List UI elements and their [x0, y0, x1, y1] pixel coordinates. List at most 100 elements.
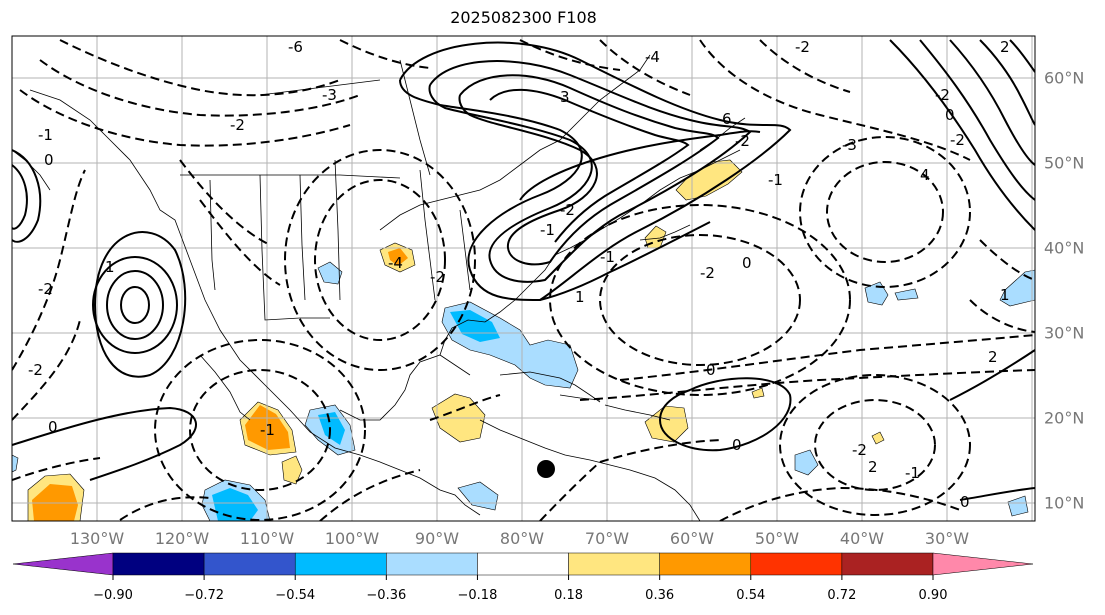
contour-label: 0	[48, 418, 58, 436]
yellow-fill	[751, 387, 765, 399]
contour-label: 2	[1000, 38, 1010, 56]
contour-label: 0	[945, 106, 955, 124]
lat-label: 10°N	[1044, 493, 1085, 513]
map-title: 2025082300 F108	[450, 8, 597, 27]
contour-label: 0	[44, 151, 54, 169]
contour-label: 2	[868, 458, 878, 476]
contour-label: -2	[38, 280, 53, 298]
lon-label: 130°W	[69, 529, 125, 548]
yellow-fill	[871, 431, 885, 445]
contour-label: 0	[742, 254, 752, 272]
colorbar-tick-label: 0.90	[918, 588, 948, 603]
contour-label: -3	[322, 86, 337, 104]
cyan-fill	[894, 288, 919, 301]
lon-label: 90°W	[414, 529, 460, 548]
contour-label: -4	[645, 48, 660, 66]
cyan-fill	[12, 454, 19, 473]
colorbar-tick-label: 0.72	[827, 588, 857, 603]
lon-label: 100°W	[324, 529, 380, 548]
anomaly-fills	[12, 159, 1035, 521]
contour-label: -2	[852, 441, 867, 459]
contour-label: -2	[935, 86, 950, 104]
contour-label: 0	[706, 361, 716, 379]
contour-labels: -6 -3 -2 -1 0 1 -2 3 -4 -2 2 -2 0 -1 -3 …	[28, 38, 1010, 511]
lon-label: 30°W	[924, 529, 970, 548]
contour-label: 3	[560, 88, 570, 106]
colorbar-tick-label: −0.72	[184, 588, 225, 603]
contour-label: 2	[988, 348, 998, 366]
orange-fill	[388, 248, 408, 266]
contour-label: -1	[38, 126, 53, 144]
contour-label: -2	[795, 38, 810, 56]
colorbar-segment	[841, 552, 934, 576]
lat-label: 50°N	[1044, 153, 1085, 173]
colorbar-tick-label: 0.36	[645, 588, 675, 603]
colorbar	[12, 552, 1034, 580]
lon-label: 40°W	[839, 529, 885, 548]
colorbar-segment	[477, 552, 569, 576]
lat-label: 20°N	[1044, 408, 1085, 428]
contour-label: -2	[700, 264, 715, 282]
contour-label: -1	[540, 221, 555, 239]
colorbar-segment	[932, 552, 1034, 576]
lon-label: 120°W	[154, 529, 210, 548]
gridlines	[12, 36, 1035, 521]
contour-label: -6	[288, 38, 303, 56]
lat-label: 60°N	[1044, 68, 1085, 88]
contour-label: 0	[960, 493, 970, 511]
contour-label: -1	[768, 171, 783, 189]
contours-dashed	[12, 39, 1035, 521]
colorbar-tick-label: −0.36	[366, 588, 407, 603]
yellow-fill	[281, 455, 303, 485]
cyan-fill	[1007, 495, 1029, 517]
contour-label: 1	[575, 288, 585, 306]
colorbar-segment	[568, 552, 660, 576]
contour-label: -1	[905, 464, 920, 482]
contour-label: -3	[842, 136, 857, 154]
colorbar-segment	[294, 552, 387, 576]
colorbar-tick-label: −0.54	[275, 588, 316, 603]
colorbar-segment	[12, 552, 114, 576]
lon-label: 50°W	[754, 529, 800, 548]
colorbar-segment	[386, 552, 478, 576]
contour-label: -2	[28, 361, 43, 379]
cyan-fill	[317, 261, 343, 285]
lat-label: 40°N	[1044, 238, 1085, 258]
contours-solid	[12, 39, 1035, 501]
cyan-fill-inner	[212, 488, 258, 521]
contour-label: -2	[735, 132, 750, 150]
colorbar-tick-label: 0.54	[736, 588, 766, 603]
colorbar-segment	[750, 552, 843, 576]
lat-label: 30°N	[1044, 323, 1085, 343]
contour-label: 6	[722, 110, 732, 128]
cyan-fill-inner	[450, 310, 500, 342]
colorbar-segment	[659, 552, 752, 576]
contour-label: -2	[430, 268, 445, 286]
colorbar-tick-label: −0.90	[93, 588, 133, 603]
contour-label: 0	[732, 436, 742, 454]
contour-label: -2	[560, 201, 575, 219]
contour-label: 4	[920, 166, 930, 184]
map-frame	[11, 35, 1036, 522]
colorbar-segment	[112, 552, 205, 576]
lon-label: 70°W	[584, 529, 630, 548]
colorbar-tick-label: 0.18	[554, 588, 584, 603]
lon-label: 110°W	[239, 529, 295, 548]
lon-label: 60°W	[669, 529, 715, 548]
lon-label: 80°W	[499, 529, 545, 548]
coastlines	[12, 54, 746, 521]
cyan-fill	[999, 269, 1035, 307]
marker-dot	[537, 460, 555, 478]
contour-label: -2	[230, 116, 245, 134]
colorbar-tick-label: −0.18	[457, 588, 498, 603]
contour-label: 1	[1000, 286, 1010, 304]
cyan-fill	[457, 481, 499, 511]
cyan-fill	[794, 449, 819, 476]
contour-label: -1	[260, 421, 275, 439]
contour-label: -2	[950, 131, 965, 149]
contour-label: 1	[105, 258, 115, 276]
colorbar-segment	[203, 552, 296, 576]
contour-label: -4	[388, 254, 403, 272]
cyan-fill-inner	[318, 412, 345, 445]
